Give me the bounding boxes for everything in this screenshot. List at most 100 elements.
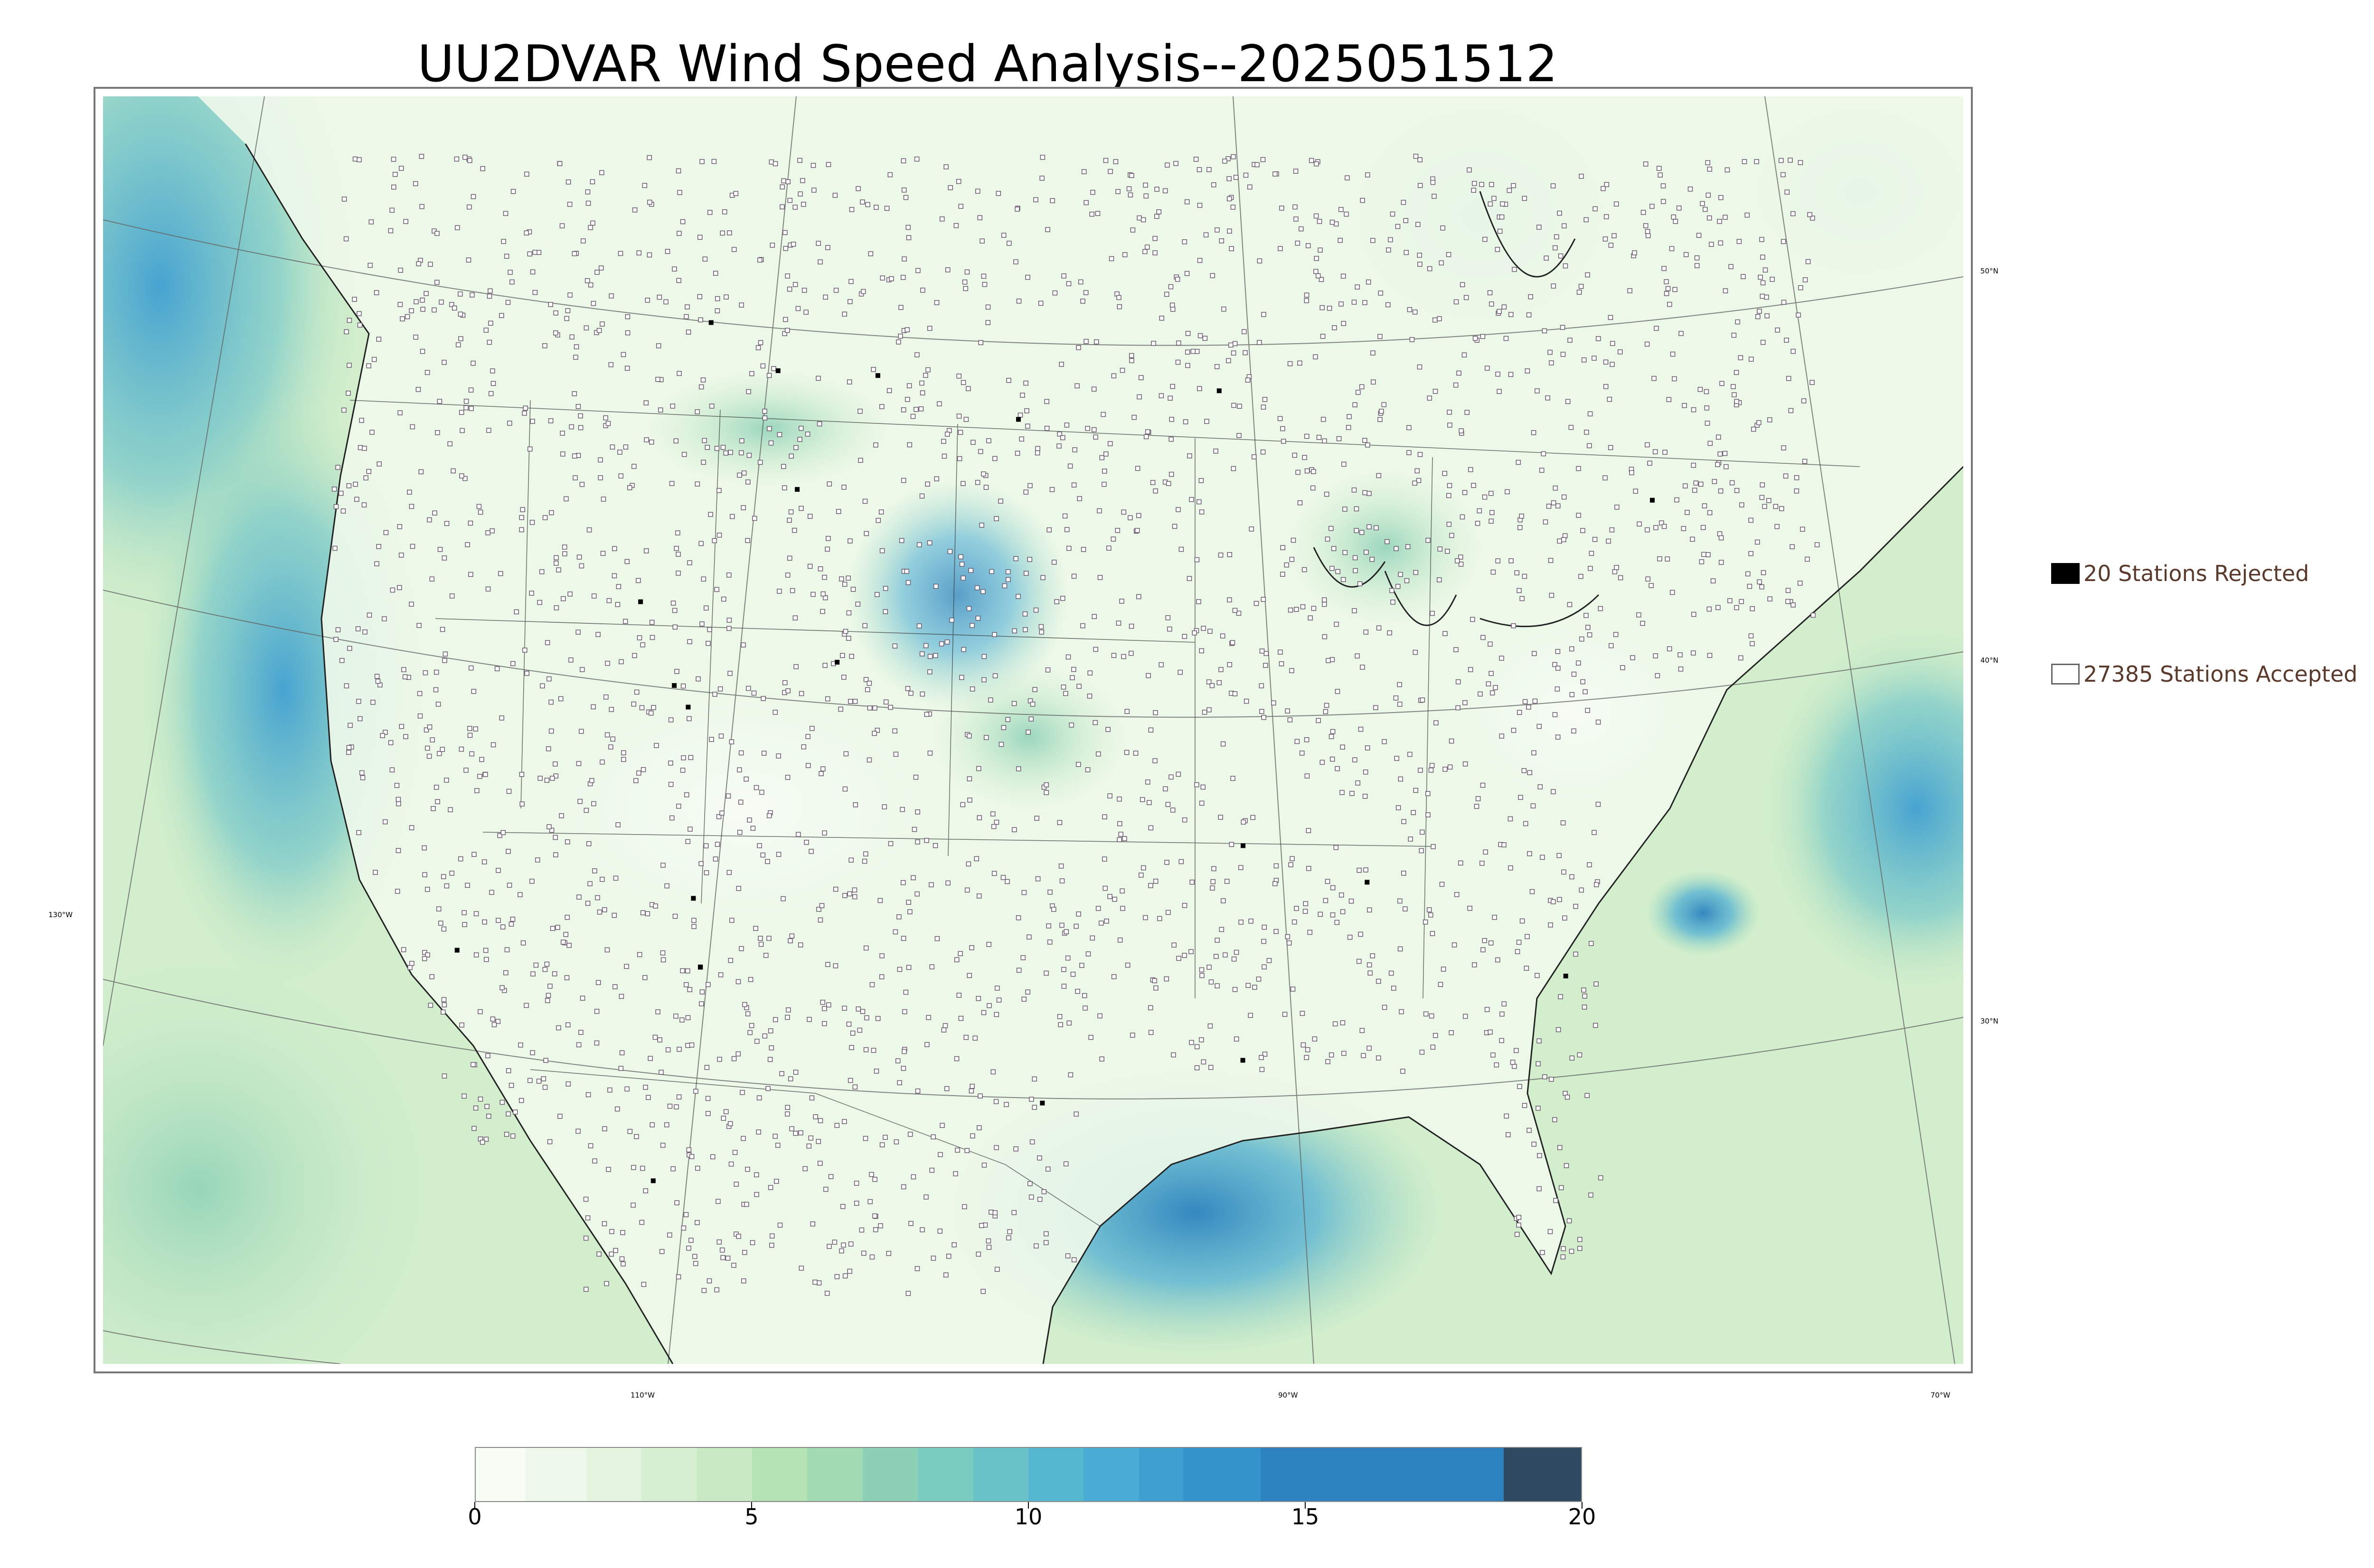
accepted-station-marker: [650, 635, 655, 640]
accepted-station-marker: [1352, 555, 1358, 561]
accepted-station-marker: [920, 691, 925, 697]
accepted-station-marker: [1231, 154, 1236, 160]
accepted-station-marker: [501, 239, 506, 244]
accepted-station-marker: [1206, 679, 1212, 685]
accepted-station-marker: [367, 263, 373, 268]
accepted-station-marker: [1475, 796, 1481, 801]
accepted-station-marker: [508, 270, 513, 275]
accepted-station-marker: [652, 1034, 658, 1040]
accepted-station-marker: [926, 1015, 931, 1020]
accepted-station-marker: [883, 1135, 888, 1140]
accepted-station-marker: [1576, 660, 1581, 666]
accepted-station-marker: [1447, 423, 1452, 428]
accepted-station-marker: [518, 1042, 523, 1048]
accepted-station-marker: [1313, 213, 1319, 219]
accepted-station-marker: [1805, 556, 1810, 562]
accepted-station-marker: [1691, 611, 1696, 617]
accepted-station-marker: [535, 857, 540, 863]
accepted-station-marker: [1420, 829, 1425, 835]
accepted-station-marker: [467, 158, 472, 163]
accepted-station-marker: [741, 1278, 746, 1284]
accepted-station-marker: [954, 957, 960, 962]
colorbar-segment: [862, 1448, 918, 1501]
accepted-station-marker: [810, 1221, 816, 1227]
accepted-station-marker: [727, 230, 732, 235]
accepted-station-marker: [798, 942, 803, 948]
accepted-station-marker: [1035, 450, 1040, 456]
accepted-station-marker: [737, 472, 742, 478]
accepted-station-marker: [332, 545, 338, 551]
accepted-station-marker: [1723, 215, 1728, 220]
accepted-station-marker: [656, 343, 661, 348]
accepted-station-marker: [1766, 498, 1771, 503]
accepted-station-marker: [346, 483, 352, 488]
accepted-station-marker: [424, 291, 429, 296]
accepted-station-marker: [417, 713, 423, 719]
accepted-station-marker: [1125, 962, 1130, 968]
accepted-station-marker: [1214, 364, 1220, 369]
accepted-station-marker: [1563, 263, 1568, 269]
accepted-station-marker: [1294, 739, 1300, 744]
accepted-station-marker: [1304, 737, 1309, 742]
accepted-station-marker: [1037, 1155, 1042, 1161]
accepted-station-marker: [1012, 628, 1017, 634]
accepted-station-marker: [1120, 888, 1125, 894]
accepted-station-marker: [766, 373, 772, 378]
accepted-station-marker: [713, 271, 718, 276]
accepted-station-marker: [1297, 360, 1302, 366]
accepted-station-marker: [529, 879, 535, 884]
accepted-station-marker: [1427, 395, 1432, 401]
accepted-station-marker: [1567, 338, 1573, 343]
accepted-station-marker: [980, 589, 986, 594]
accepted-station-marker: [620, 1230, 625, 1235]
accepted-station-marker: [1168, 284, 1174, 290]
accepted-station-marker: [631, 1202, 636, 1208]
accepted-station-marker: [1152, 235, 1158, 241]
accepted-station-marker: [1076, 345, 1081, 350]
accepted-station-marker: [1522, 699, 1528, 704]
accepted-station-marker: [1219, 238, 1225, 244]
accepted-station-marker: [734, 1182, 739, 1187]
accepted-station-marker: [901, 158, 906, 164]
accepted-station-marker: [1233, 175, 1239, 180]
accepted-station-marker: [684, 314, 689, 319]
accepted-station-marker: [914, 352, 920, 357]
accepted-station-marker: [505, 300, 511, 305]
accepted-station-marker: [1341, 321, 1347, 326]
accepted-station-marker: [1437, 577, 1442, 582]
accepted-station-marker: [772, 1017, 778, 1023]
accepted-station-marker: [944, 639, 950, 645]
accepted-station-marker: [441, 874, 446, 879]
accepted-station-marker: [1001, 233, 1007, 238]
accepted-station-marker: [1560, 820, 1566, 826]
accepted-station-marker: [1440, 225, 1445, 231]
accepted-station-marker: [818, 1161, 823, 1166]
accepted-station-marker: [1537, 784, 1543, 789]
accepted-station-marker: [1215, 938, 1220, 943]
accepted-station-marker: [631, 701, 637, 707]
accepted-station-marker: [1665, 286, 1671, 291]
accepted-station-marker: [1019, 436, 1024, 442]
legend-accepted-label: 27385 Stations Accepted: [2083, 661, 2358, 687]
accepted-station-marker: [1324, 491, 1329, 497]
accepted-station-marker: [435, 799, 440, 804]
accepted-station-marker: [1561, 494, 1567, 500]
accepted-station-marker: [739, 302, 744, 308]
accepted-station-marker: [910, 413, 916, 419]
us-mexico-border: [530, 1069, 1101, 1227]
accepted-station-marker: [1188, 949, 1194, 954]
accepted-station-marker: [376, 337, 382, 342]
accepted-station-marker: [480, 1139, 485, 1145]
accepted-station-marker: [612, 573, 617, 579]
accepted-station-marker: [1664, 279, 1669, 284]
accepted-station-marker: [1389, 588, 1394, 593]
accepted-station-marker: [1358, 726, 1364, 732]
accepted-station-marker: [1471, 483, 1476, 488]
accepted-station-marker: [1028, 1194, 1034, 1200]
accepted-station-marker: [1723, 288, 1728, 293]
accepted-station-marker: [1074, 383, 1080, 389]
accepted-station-marker: [1165, 615, 1171, 620]
accepted-station-marker: [1327, 306, 1332, 311]
accepted-station-marker: [824, 1290, 830, 1296]
rejected-station-marker: [1650, 498, 1655, 503]
